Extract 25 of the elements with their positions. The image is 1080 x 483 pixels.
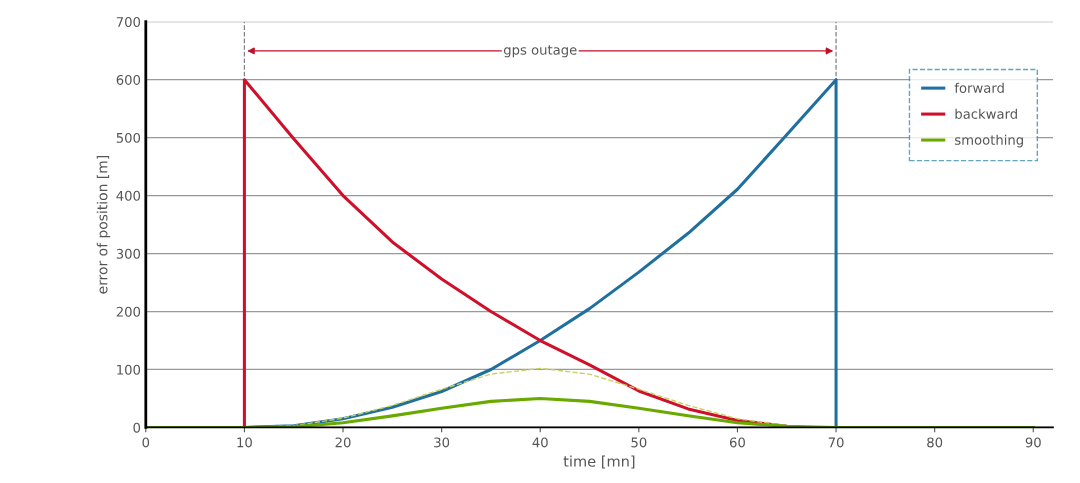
y-tick-label: 300 [116,248,141,259]
x-tick-label: 50 [631,437,647,448]
x-tick-label: 0 [142,437,150,448]
legend-label: backward [955,108,1017,119]
x-tick-label: 20 [335,437,351,448]
y-tick-label: 600 [116,74,141,85]
x-tick-label: 80 [927,437,943,448]
y-tick-label: 400 [116,190,141,201]
legend-label: forward [954,82,1004,93]
x-tick-label: 60 [729,437,745,448]
y-axis-title: error of position [m] [96,155,111,294]
annotation: gps outage [503,45,577,58]
line-series [145,396,1035,428]
y-tick-label: 200 [116,306,141,317]
y-tick-label: 500 [116,132,141,143]
y-tick-label: 100 [117,364,141,375]
legend-label: smoothing [955,134,1023,148]
y-tick-label: 700 [116,16,141,27]
x-tick-label: 90 [1025,437,1041,448]
x-tick-label: 10 [237,437,252,448]
x-axis-title: time [mn] [563,455,635,469]
x-tick-label: 70 [828,437,844,448]
x-tick-label: 40 [532,437,548,448]
y-tick-label: 0 [133,422,141,433]
x-tick-label: 30 [434,437,450,448]
